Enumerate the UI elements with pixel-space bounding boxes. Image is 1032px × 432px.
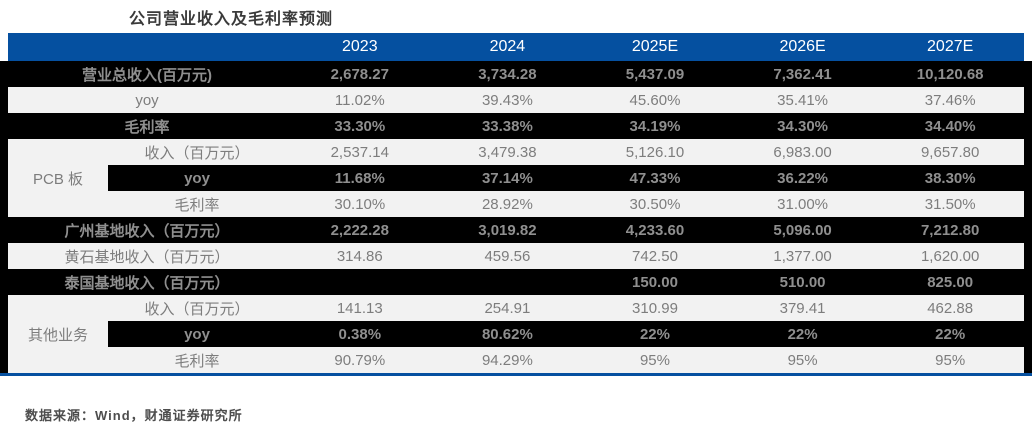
cell-value: 95% xyxy=(639,351,670,369)
cell-value: 742.50 xyxy=(632,247,678,265)
cell-value: 36.22% xyxy=(777,169,829,187)
cell-value: 11.02% xyxy=(334,91,385,109)
cell-value: 254.91 xyxy=(484,299,531,317)
cell-value: 510.00 xyxy=(779,273,826,291)
table-header-row: 2023 2024 2025E 2026E 2027E xyxy=(8,33,1024,61)
cell-value: 1,620.00 xyxy=(920,247,980,265)
row-label: 收入（百万元） xyxy=(144,300,250,318)
cell-value: 379.41 xyxy=(779,299,826,317)
group-label-other-business: 其他业务 xyxy=(8,295,108,373)
cell-value: 2,222.28 xyxy=(330,221,389,239)
cell-value: 47.33% xyxy=(629,169,681,187)
cell-value: 45.60% xyxy=(629,91,681,109)
cell-value: 31.50% xyxy=(924,195,976,213)
cell-value: 6,983.00 xyxy=(773,143,832,161)
source-note: 数据来源：Wind，财通证券研究所 xyxy=(25,408,243,423)
group-other-business: 其他业务 收入（百万元） 141.13 254.91 310.99 379.41… xyxy=(8,295,1024,373)
cell-value: 28.92% xyxy=(481,195,533,213)
table-body: 营业总收入(百万元) 2,678.27 3,734.28 5,437.09 7,… xyxy=(0,61,1032,376)
cell-value: 95% xyxy=(935,351,966,369)
cell-value: 33.38% xyxy=(481,117,533,135)
cell-value: 150.00 xyxy=(632,273,678,291)
cell-value: 825.00 xyxy=(927,273,974,291)
table-row-total-gross-margin: 毛利率 33.30% 33.38% 34.19% 34.30% 34.40% xyxy=(8,113,1024,139)
table-row-other-gross-margin: 毛利率 90.79% 94.29% 95% 95% 95% xyxy=(108,347,1024,373)
table-row-total-revenue: 营业总收入(百万元) 2,678.27 3,734.28 5,437.09 7,… xyxy=(8,61,1024,87)
cell-value: 5,126.10 xyxy=(625,143,685,161)
cell-value: 0.38% xyxy=(338,325,382,343)
table-row-total-yoy: yoy 11.02% 39.43% 45.60% 35.41% 37.46% xyxy=(8,87,1024,113)
cell-value: 95% xyxy=(787,351,818,369)
cell-value: 37.14% xyxy=(481,169,533,187)
cell-value: 5,096.00 xyxy=(773,221,832,239)
table-row-guangzhou-revenue: 广州基地收入（百万元） 2,222.28 3,019.82 4,233.60 5… xyxy=(8,217,1024,243)
column-header-2024: 2024 xyxy=(489,38,526,55)
cell-value: 22% xyxy=(639,325,670,343)
row-label: 毛利率 xyxy=(174,196,220,214)
cell-value: 3,479.38 xyxy=(478,143,537,161)
cell-value: 22% xyxy=(787,325,818,343)
column-header-2025e: 2025E xyxy=(631,38,679,55)
cell-value: 1,377.00 xyxy=(773,247,832,265)
row-label: yoy xyxy=(135,91,159,109)
cell-value: 459.56 xyxy=(484,247,531,265)
cell-value: 39.43% xyxy=(481,91,533,109)
cell-value: 31.00% xyxy=(777,195,829,213)
cell-value: 34.40% xyxy=(924,117,976,135)
table-row-huangshi-revenue: 黄石基地收入（百万元） 314.86 459.56 742.50 1,377.0… xyxy=(8,243,1024,269)
cell-value: 4,233.60 xyxy=(625,221,685,239)
table-row-pcb-revenue: 收入（百万元） 2,537.14 3,479.38 5,126.10 6,983… xyxy=(108,139,1024,165)
row-label: 毛利率 xyxy=(174,352,220,370)
cell-value: 5,437.09 xyxy=(625,65,685,83)
row-label: yoy xyxy=(184,325,210,343)
cell-value: 80.62% xyxy=(481,325,533,343)
cell-value: 3,734.28 xyxy=(478,65,537,83)
cell-value: 7,362.41 xyxy=(773,65,832,83)
cell-value: 90.79% xyxy=(334,351,386,369)
cell-value: 11.68% xyxy=(334,169,385,187)
cell-value: 30.10% xyxy=(334,195,386,213)
row-label: 收入（百万元） xyxy=(144,144,250,162)
table-row-pcb-yoy: yoy 11.68% 37.14% 47.33% 36.22% 38.30% xyxy=(108,165,1024,191)
row-label: yoy xyxy=(184,169,210,187)
cell-value: 2,678.27 xyxy=(330,65,389,83)
cell-value: 38.30% xyxy=(924,169,976,187)
column-header-2027e: 2027E xyxy=(927,38,974,55)
table-row-other-revenue: 收入（百万元） 141.13 254.91 310.99 379.41 462.… xyxy=(108,295,1024,321)
cell-value: 33.30% xyxy=(334,117,386,135)
row-label: 毛利率 xyxy=(124,118,170,136)
row-label: 泰国基地收入（百万元） xyxy=(64,274,230,292)
table-row-thailand-revenue: 泰国基地收入（百万元） 150.00 510.00 825.00 xyxy=(8,269,1024,295)
row-label: 广州基地收入（百万元） xyxy=(64,222,230,240)
cell-value: 462.88 xyxy=(927,299,974,317)
row-label: 营业总收入(百万元) xyxy=(82,66,212,84)
cell-value: 10,120.68 xyxy=(916,65,984,83)
figure-title: 公司营业收入及毛利率预测 xyxy=(129,11,334,28)
column-header-2023: 2023 xyxy=(342,38,378,55)
cell-value: 314.86 xyxy=(336,247,383,265)
cell-value: 34.30% xyxy=(777,117,829,135)
cell-value: 37.46% xyxy=(924,91,976,109)
cell-value: 94.29% xyxy=(481,351,533,369)
cell-value: 35.41% xyxy=(777,91,829,109)
revenue-forecast-table: 2023 2024 2025E 2026E 2027E 营业总收入(百万元) 2… xyxy=(0,33,1032,376)
cell-value: 22% xyxy=(935,325,966,343)
cell-value: 2,537.14 xyxy=(330,143,389,161)
cell-value: 34.19% xyxy=(629,117,681,135)
column-header-2026e: 2026E xyxy=(779,38,826,55)
cell-value: 9,657.80 xyxy=(920,143,980,161)
group-rows-pcb: 收入（百万元） 2,537.14 3,479.38 5,126.10 6,983… xyxy=(108,139,1024,217)
group-label-pcb: PCB 板 xyxy=(8,139,108,217)
cell-value: 7,212.80 xyxy=(920,221,980,239)
group-pcb: PCB 板 收入（百万元） 2,537.14 3,479.38 5,126.10… xyxy=(8,139,1024,217)
cell-value: 310.99 xyxy=(632,299,678,317)
table-row-other-yoy: yoy 0.38% 80.62% 22% 22% 22% xyxy=(108,321,1024,347)
cell-value: 3,019.82 xyxy=(478,221,537,239)
table-row-pcb-gross-margin: 毛利率 30.10% 28.92% 30.50% 31.00% 31.50% xyxy=(108,191,1024,217)
cell-value: 141.13 xyxy=(336,299,383,317)
row-label: 黄石基地收入（百万元） xyxy=(64,248,230,266)
cell-value: 30.50% xyxy=(629,195,681,213)
group-rows-other-business: 收入（百万元） 141.13 254.91 310.99 379.41 462.… xyxy=(108,295,1024,373)
